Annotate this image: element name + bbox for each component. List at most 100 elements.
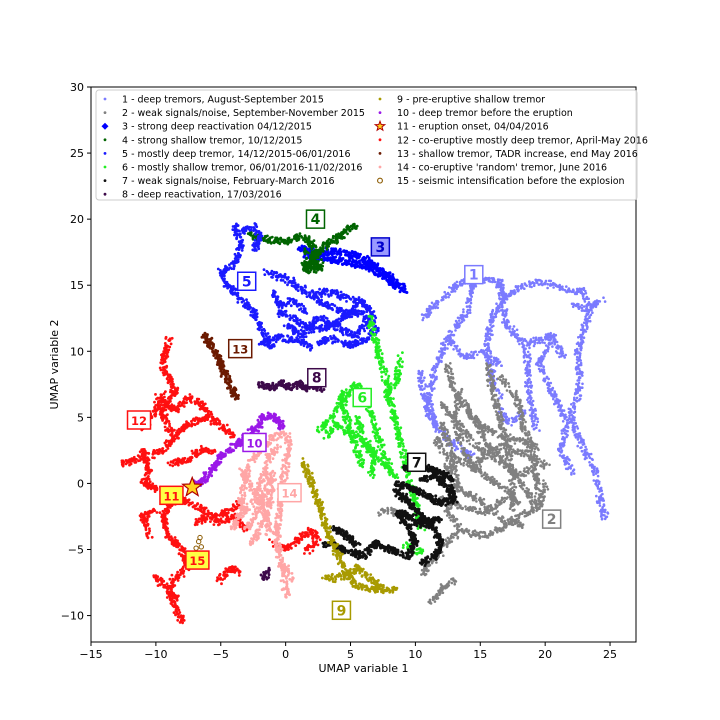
data-point: [560, 450, 563, 454]
data-point: [443, 426, 446, 429]
data-point: [450, 581, 454, 585]
data-point: [490, 388, 493, 391]
data-point: [483, 505, 487, 509]
data-point: [537, 500, 541, 503]
data-point: [553, 283, 556, 286]
data-point: [557, 285, 560, 288]
data-point: [496, 388, 500, 391]
data-point: [486, 326, 489, 329]
data-point: [542, 459, 546, 463]
data-point: [497, 292, 501, 295]
data-point: [456, 427, 459, 430]
data-point: [417, 384, 421, 387]
data-point: [520, 512, 524, 515]
data-point: [587, 452, 591, 456]
data-point: [454, 404, 458, 408]
data-point: [429, 373, 432, 377]
data-point: [424, 572, 428, 576]
data-point: [474, 507, 478, 511]
data-point: [511, 469, 514, 473]
data-point: [504, 381, 507, 384]
data-point: [458, 457, 461, 460]
data-point: [519, 415, 522, 418]
data-point: [454, 430, 458, 434]
data-point: [549, 339, 552, 342]
data-point: [584, 291, 588, 295]
data-point: [507, 382, 510, 385]
data-point: [491, 384, 494, 387]
data-point: [575, 425, 579, 428]
data-point: [422, 379, 425, 382]
data-point: [405, 291, 409, 294]
data-point: [530, 499, 534, 502]
data-point: [537, 278, 541, 282]
data-point: [485, 373, 489, 377]
data-point: [565, 429, 568, 433]
data-point: [435, 561, 438, 564]
data-point: [467, 509, 471, 512]
data-point: [459, 401, 463, 405]
data-point: [537, 487, 540, 491]
data-point: [507, 451, 511, 455]
data-point: [444, 584, 447, 588]
data-point: [499, 411, 502, 415]
data-point: [432, 374, 436, 378]
data-point: [530, 460, 534, 464]
data-point: [333, 251, 336, 255]
data-point: [511, 327, 514, 331]
data-point: [433, 378, 437, 382]
data-point: [471, 354, 475, 357]
data-point: [377, 514, 381, 517]
data-point: [467, 464, 470, 468]
data-point: [586, 317, 589, 321]
data-point: [441, 298, 445, 301]
data-point: [573, 402, 576, 405]
data-point: [456, 402, 460, 406]
data-point: [458, 324, 461, 328]
data-point: [605, 515, 609, 519]
data-point: [480, 503, 483, 507]
data-point: [506, 438, 510, 442]
data-point: [465, 454, 469, 457]
data-point: [495, 448, 499, 451]
data-point: [456, 441, 460, 445]
data-point: [470, 350, 473, 354]
data-point: [558, 355, 561, 359]
data-point: [453, 443, 456, 446]
data-point: [509, 483, 512, 486]
data-point: [468, 304, 471, 308]
data-point: [526, 390, 529, 393]
data-point: [446, 292, 450, 295]
data-point: [358, 252, 362, 256]
data-point: [579, 335, 582, 338]
data-point: [584, 315, 587, 319]
data-point: [523, 467, 526, 471]
data-point: [588, 461, 591, 464]
data-point: [544, 482, 547, 485]
data-point: [421, 318, 425, 322]
data-point: [538, 457, 541, 461]
data-point: [489, 352, 493, 355]
data-point: [603, 300, 607, 303]
data-point: [491, 280, 494, 284]
data-point: [585, 322, 589, 325]
data-point: [504, 486, 508, 490]
data-point: [450, 367, 453, 371]
data-point: [531, 340, 535, 344]
data-point: [477, 446, 481, 449]
data-point: [464, 505, 467, 508]
data-point: [448, 286, 451, 289]
data-point: [534, 409, 537, 412]
data-point: [455, 420, 458, 423]
data-point: [520, 484, 523, 488]
data-point: [513, 491, 516, 495]
data-point: [391, 273, 395, 277]
data-point: [550, 342, 554, 345]
data-point: [528, 365, 531, 368]
data-point: [508, 448, 511, 452]
data-point: [467, 494, 471, 497]
data-point: [504, 489, 507, 493]
data-point: [528, 281, 531, 284]
data-point: [390, 506, 393, 510]
data-point: [528, 496, 532, 499]
